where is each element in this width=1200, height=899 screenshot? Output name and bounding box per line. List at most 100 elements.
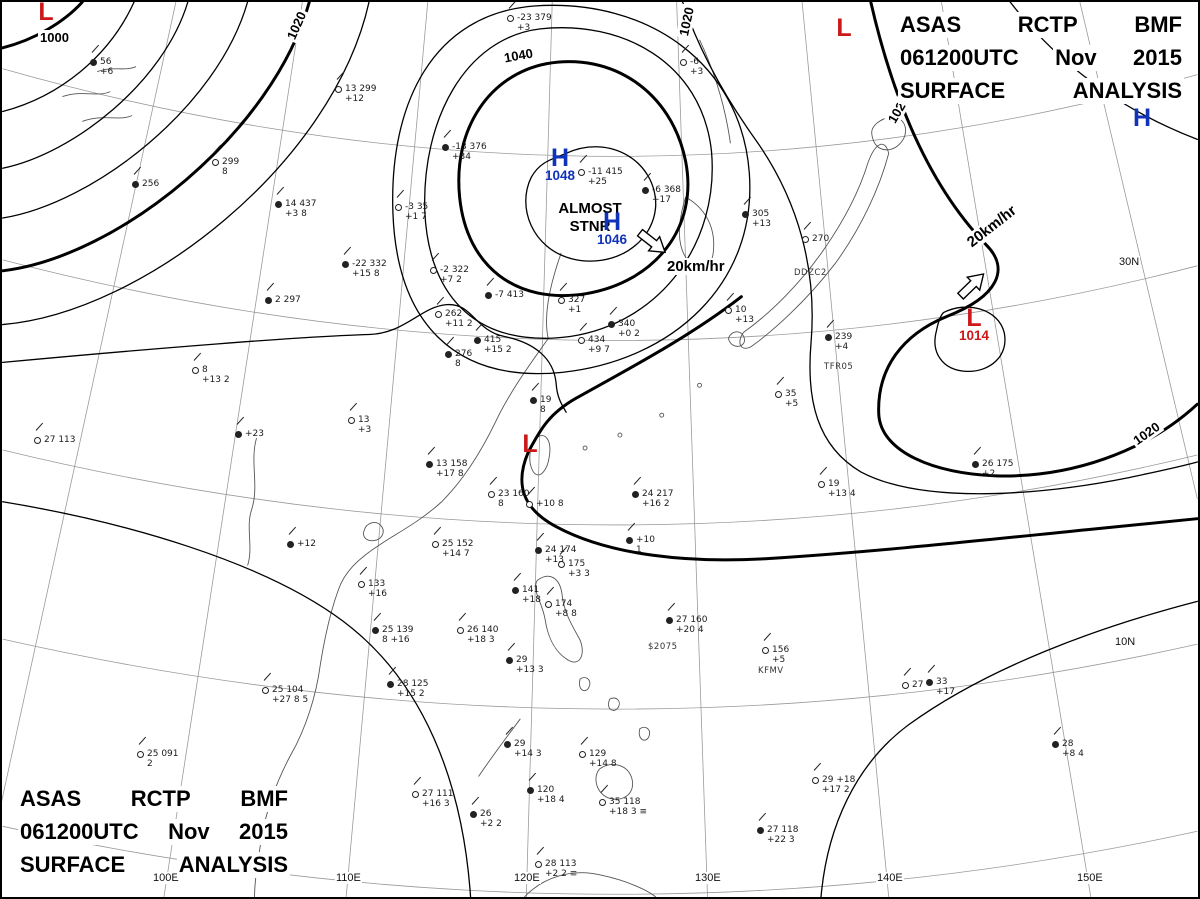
stationary-line: ALMOST [557,200,623,218]
station-plot: -22 332 +15 8 [342,259,387,279]
station-value: +22 3 [767,834,795,845]
station-value: 28 [1062,739,1074,749]
station-plot: +23 [235,429,264,440]
high-symbol: H [602,208,622,236]
title-word: ANALYSIS [176,852,290,878]
station-plot: 27 111 +16 3 [412,789,454,809]
station-value: 340 [618,319,636,329]
station-plot: 14 437 +3 8 [275,199,317,219]
station-value: +16 3 [422,798,450,809]
station-value: +8 4 [1062,748,1084,759]
station-plot: -7 413 [484,290,525,301]
stationary-annotation: ALMOST STNR [546,200,634,236]
station-plot: 8 +13 2 [192,365,230,385]
pressure-center-high: H 1046 [590,208,634,248]
station-value: +14 7 [442,548,470,559]
station-plot: 327 +1 [557,295,586,315]
title-word: ASAS [898,12,964,38]
station-plot: 276 8 [444,349,472,369]
station-plot: 26 140 +18 3 [457,625,499,645]
station-value: +20 4 [676,624,704,635]
station-value: +12 [345,93,364,104]
station-value: +14 8 [589,758,617,769]
station-value: 13 158 [436,459,468,469]
station-value: 8 [202,365,208,375]
title-word: BMF [1132,12,1184,38]
station-plot: 299 8 [211,157,240,177]
pressure-value: 1048 [544,168,576,183]
station-plot: 19 +13 4 [818,479,856,499]
title-word: 2015 [237,819,290,845]
station-value: 299 [222,157,240,167]
station-plot: 33 +17 [926,677,955,697]
station-value: +9 7 [588,344,610,355]
station-plot: 256 [131,179,159,190]
station-value: +10 [636,535,655,545]
station-value: +1 [568,304,582,315]
isobars-thick [2,2,1198,562]
station-value: 14 437 [285,199,317,209]
station-value: +16 [368,588,387,599]
station-plot: 35 118 +18 3 ≡ [599,797,647,817]
station-value: +13 [545,554,564,565]
station-value: 56 [100,57,112,67]
station-plot: 19 8 [529,395,551,415]
station-value: +34 [452,151,471,162]
station-value: 33 [936,677,948,687]
station-value: +17 [936,686,955,697]
station-value: +18 [522,594,541,605]
station-plot: 133 +16 [358,579,387,599]
station-value: 24 217 [642,489,674,499]
station-plot: 27 118 +22 3 [757,825,799,845]
station-plot: -3 35 +1 7 [394,202,429,222]
station-value: -3 35 [405,202,429,212]
station-plot: 27 160 +20 4 [666,615,708,635]
station-value: -7 413 [495,290,525,300]
station-plot: 141 +18 [512,585,541,605]
station-plot: 25 152 +14 7 [432,539,474,559]
station-value: +14 3 [514,748,542,759]
station-value: 327 [568,295,586,305]
pressure-center-low: L 1014 [952,304,996,344]
station-value: 27 111 [422,789,454,799]
station-value: +11 2 [445,318,473,329]
station-value: 13 299 [345,84,377,94]
station-value: +2 2 ≡ [545,868,578,879]
title-word: ASAS [18,786,84,812]
station-value: 27 118 [767,825,799,835]
station-value: 129 [589,749,607,759]
station-value: +15 2 [397,688,425,699]
movement-arrow-se [636,228,667,254]
station-value: +18 4 [537,794,565,805]
station-value: 29 [516,655,528,665]
pressure-center-low: L [24,2,68,25]
station-value: +0 2 [618,328,640,339]
station-plot: 25 104 +27 8 5 [261,685,308,705]
station-value: +17 2 [822,784,850,795]
stationary-line: STNR [568,218,612,236]
station-value: -6 368 [652,185,682,195]
low-symbol: L [966,304,982,332]
pressure-center-high: H [1120,106,1164,131]
chart-title-top-right: ASAS RCTP BMF 061200UTC Nov 2015 SURFACE… [898,12,1184,111]
station-plot: 174 +8 8 [545,599,577,619]
station-code: DDZC2 [794,268,827,278]
station-plot: 23 160 8 [488,489,530,509]
longitude-label: 130E [694,872,722,884]
station-value: 239 [835,332,853,342]
title-line-2: 061200UTC Nov 2015 [18,819,290,845]
station-value: 29 +18 [822,775,856,785]
station-plot: -13 376 +34 [442,142,487,162]
pressure-value: 1046 [596,232,628,247]
station-plot: 239 +4 [824,332,853,352]
station-plot: 28 113 +2 2 ≡ [534,859,578,879]
station-value: 8 [498,498,504,509]
title-word: Nov [166,819,212,845]
station-plot: -23 379 +3 [507,13,552,33]
station-value: +13 3 [516,664,544,675]
station-value: +3 [517,22,531,33]
station-value: +13 [735,314,754,325]
station-plot: 305 +13 [742,209,771,229]
